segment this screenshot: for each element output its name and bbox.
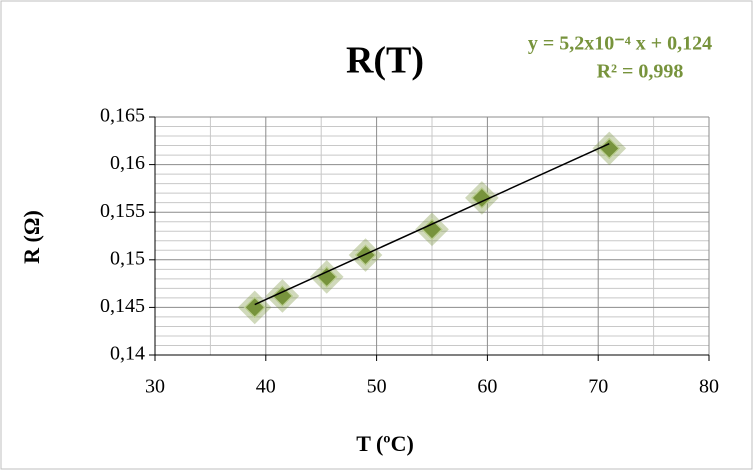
y-tick-label: 0,155 [100, 200, 145, 222]
x-tick-label: 80 [699, 376, 719, 398]
trend-equation: y = 5,2x10⁻⁴ x + 0,124 [528, 33, 712, 55]
x-tick-label: 50 [367, 376, 387, 398]
data-point [470, 186, 493, 209]
y-tick-label: 0,15 [110, 247, 145, 269]
y-axis-label: R (Ω) [19, 210, 44, 264]
x-tick-label: 60 [477, 376, 497, 398]
data-point-halo [592, 131, 627, 166]
data-point [271, 284, 294, 308]
data-point-halo [265, 279, 300, 313]
r-squared: R² = 0,998 [597, 61, 684, 83]
data-point [315, 265, 338, 288]
data-point [598, 137, 621, 160]
chart-title: R(T) [346, 40, 424, 82]
y-tick-label: 0,16 [110, 152, 145, 174]
data-point-halo [415, 212, 449, 247]
y-tick-label: 0,14 [110, 343, 145, 365]
x-axis-label: T (ºC) [356, 431, 414, 456]
data-point-halo [465, 181, 499, 215]
x-tick-label: 40 [256, 376, 276, 398]
trendline [254, 142, 610, 306]
x-tick-label: 70 [588, 376, 608, 398]
y-tick-label: 0,145 [100, 295, 145, 317]
data-point-halo [237, 290, 272, 325]
y-tick-label: 0,165 [100, 105, 145, 127]
data-point-halo [309, 260, 344, 294]
data-point [420, 218, 444, 241]
x-tick-label: 30 [145, 376, 165, 398]
